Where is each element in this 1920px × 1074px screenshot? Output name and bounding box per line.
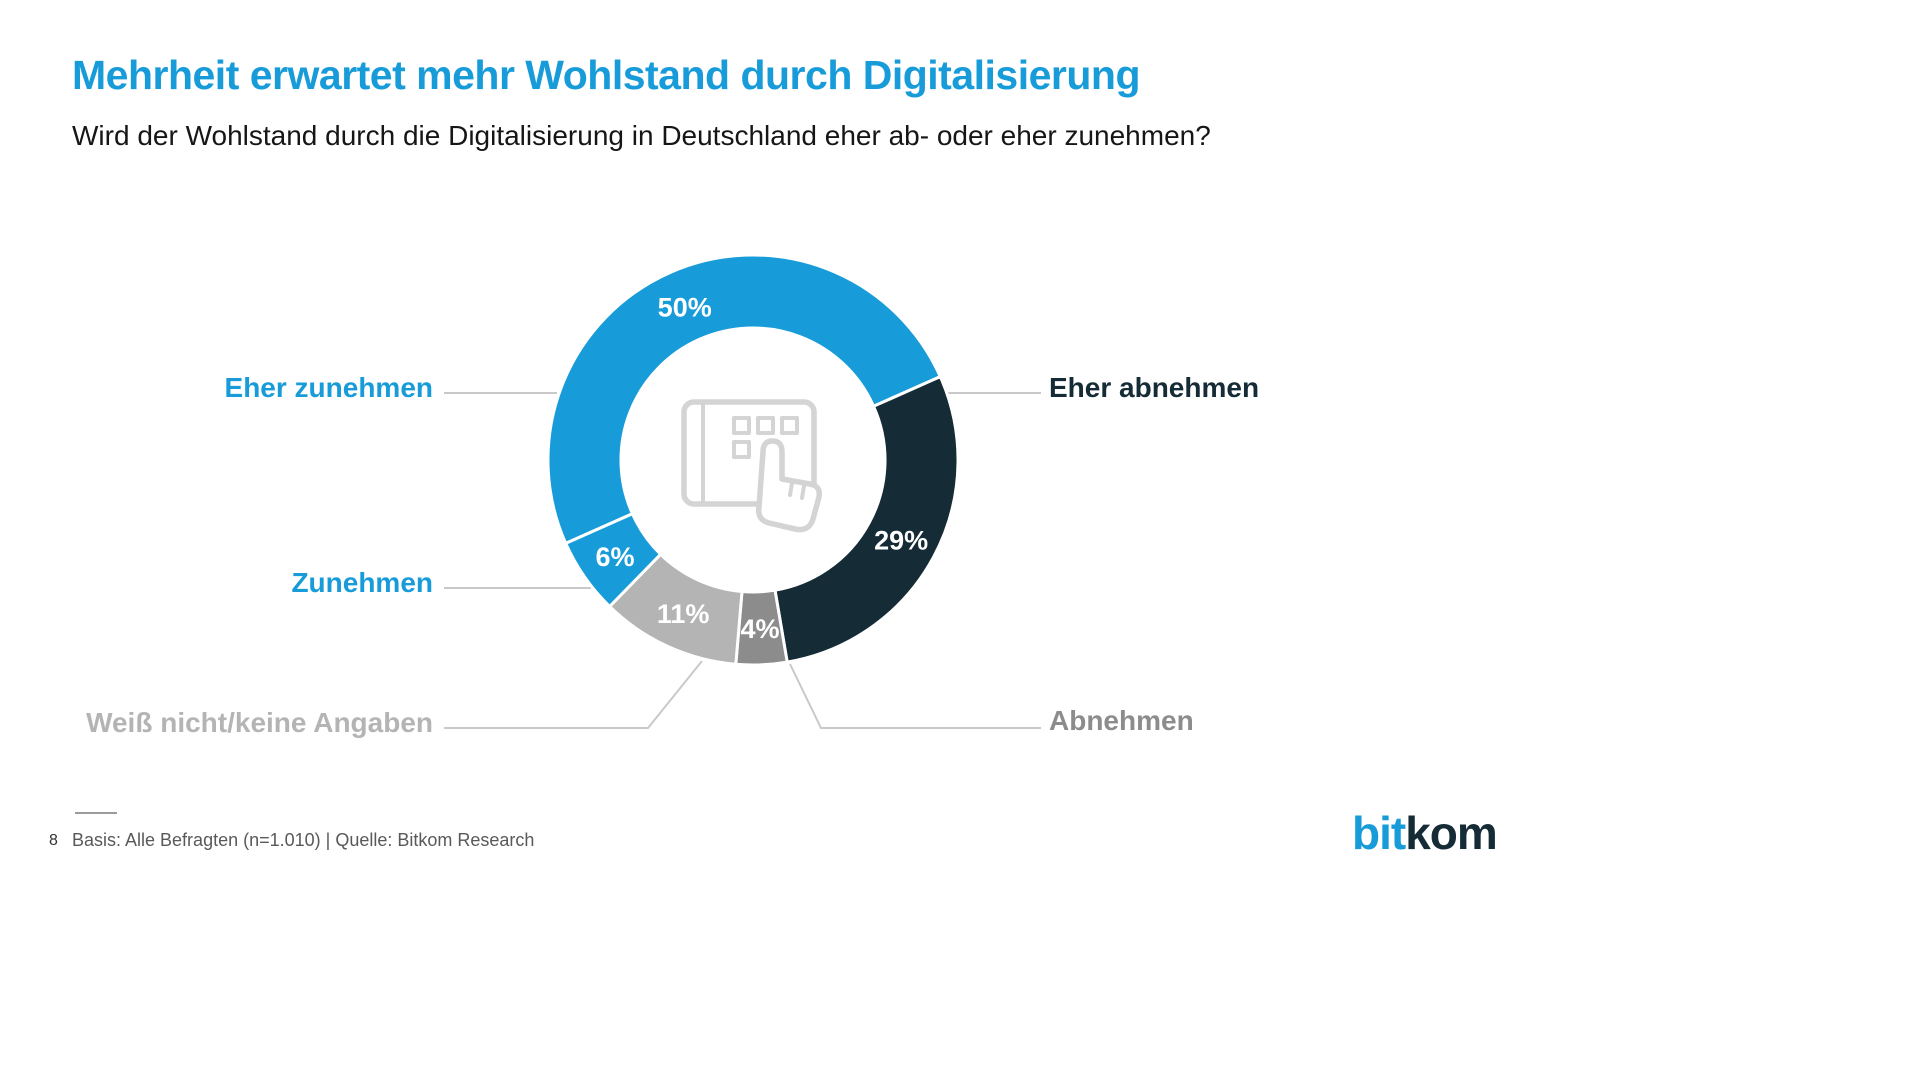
logo-bit: bit (1352, 807, 1406, 859)
app-tile-icon (732, 440, 751, 459)
donut-segment-4 (563, 511, 663, 609)
callout-line-weiss-nicht (444, 660, 703, 729)
segment-value-label-4: 6% (595, 542, 634, 572)
tablet-outline-icon (681, 399, 817, 507)
source-note: Basis: Alle Befragten (n=1.010) | Quelle… (72, 830, 535, 850)
pointing-hand-icon (755, 438, 823, 533)
logo-kom: kom (1405, 807, 1498, 859)
donut-segments (546, 253, 960, 667)
segment-value-label-1: 29% (874, 525, 928, 555)
page-title: Mehrheit erwartet mehr Wohlstand durch D… (72, 52, 1141, 98)
donut-segment-1 (773, 374, 960, 664)
donut-segment-0 (546, 253, 943, 546)
callout-lines (444, 392, 1041, 729)
label-zunehmen: Zunehmen (291, 567, 433, 598)
app-tile-icon (756, 416, 775, 435)
segment-value-label-2: 4% (740, 614, 779, 644)
hand-finger-lines-icon (788, 481, 806, 500)
segment-value-label-0: 50% (658, 293, 712, 323)
callout-line-abnehmen (789, 663, 1041, 729)
app-tile-icon (780, 416, 799, 435)
donut-value-labels: 50% 29% 4% 11% 6% (595, 293, 928, 644)
label-eher-abnehmen: Eher abnehmen (1049, 372, 1260, 403)
page-number: 8 (49, 832, 58, 849)
footer-divider (75, 812, 117, 814)
segment-value-label-3: 11% (657, 599, 710, 629)
bitkom-logo: bitkom (1352, 806, 1498, 860)
label-abnehmen: Abnehmen (1049, 705, 1194, 736)
label-weiss-nicht: Weiß nicht/keine Angaben (86, 707, 433, 738)
page-subtitle: Wird der Wohlstand durch die Digitalisie… (72, 120, 1211, 151)
tablet-touch-hand-icon (681, 399, 823, 533)
app-tile-icon (732, 416, 751, 435)
label-eher-zunehmen: Eher zunehmen (224, 372, 433, 403)
